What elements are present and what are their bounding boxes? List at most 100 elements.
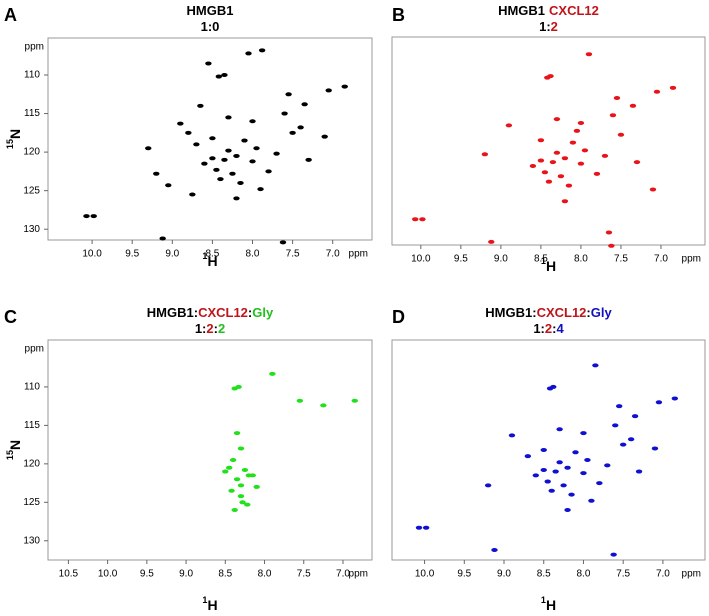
nmr-peak bbox=[612, 423, 619, 428]
x-unit: ppm bbox=[349, 249, 368, 260]
nmr-peak bbox=[548, 488, 555, 493]
x-tick-label: 7.5 bbox=[616, 569, 630, 580]
nmr-peak bbox=[561, 156, 569, 161]
nmr-peak bbox=[289, 130, 296, 135]
nmr-peak bbox=[488, 239, 495, 244]
nmr-peak bbox=[609, 113, 617, 118]
nmr-peak bbox=[228, 488, 235, 493]
nmr-peak bbox=[83, 214, 90, 219]
y-tick-label: 115 bbox=[24, 420, 40, 431]
nmr-peak bbox=[564, 465, 571, 470]
nmr-peak bbox=[608, 243, 615, 248]
x-axis-label-text: H bbox=[546, 258, 556, 274]
x-tick-label: 8.5 bbox=[537, 569, 551, 580]
nmr-peak bbox=[269, 371, 276, 376]
nmr-peak bbox=[285, 92, 292, 97]
x-axis-label: 1H bbox=[541, 595, 556, 612]
nmr-peak bbox=[561, 199, 569, 204]
x-tick-label: 9.5 bbox=[125, 249, 139, 260]
nmr-peak bbox=[540, 468, 547, 472]
nmr-peak bbox=[552, 469, 559, 474]
nmr-peak bbox=[257, 187, 264, 192]
nmr-peak bbox=[233, 431, 241, 436]
title-segment: : bbox=[532, 305, 536, 320]
nmr-peak bbox=[627, 437, 635, 442]
y-axis-label-text: N bbox=[7, 129, 23, 139]
x-axis-label: 1H bbox=[541, 256, 556, 273]
x-tick-label: 7.5 bbox=[614, 254, 628, 265]
nmr-peak bbox=[213, 167, 220, 172]
nmr-peak bbox=[537, 138, 545, 143]
nmr-peak bbox=[209, 136, 216, 141]
nmr-peak bbox=[253, 484, 260, 489]
nmr-peak bbox=[237, 483, 245, 488]
y-tick-label: 125 bbox=[23, 185, 40, 196]
nmr-peak bbox=[545, 179, 553, 184]
y-tick-label: 110 bbox=[24, 70, 40, 81]
x-tick-label: 8.5 bbox=[205, 249, 219, 260]
nmr-peak bbox=[245, 51, 252, 56]
x-tick-label: 7.0 bbox=[656, 569, 670, 580]
nmr-peak bbox=[415, 525, 423, 530]
nmr-peak bbox=[569, 140, 577, 145]
x-tick-label: 10.0 bbox=[98, 569, 118, 580]
nmr-peak bbox=[484, 483, 492, 488]
nmr-peak bbox=[529, 164, 537, 169]
title-segment: HMGB1 bbox=[187, 3, 234, 18]
nmr-peak bbox=[221, 73, 228, 78]
y-axis-label-sup: 15 bbox=[5, 139, 15, 149]
x-tick-label: 8.0 bbox=[246, 249, 260, 260]
nmr-peak bbox=[508, 433, 516, 438]
nmr-peak bbox=[231, 508, 238, 512]
nmr-peak bbox=[572, 450, 579, 455]
nmr-peak bbox=[153, 171, 160, 176]
x-tick-label: 10.0 bbox=[82, 249, 102, 260]
nmr-peak bbox=[225, 115, 232, 120]
chart-title: 1:2:4 bbox=[533, 321, 564, 336]
title-segment: 2 bbox=[551, 19, 558, 34]
y-tick-label: 130 bbox=[23, 224, 40, 235]
x-tick-label: 7.5 bbox=[286, 249, 300, 260]
nmr-peak bbox=[573, 128, 581, 133]
x-tick-label: 7.0 bbox=[326, 249, 340, 260]
nmr-peak bbox=[215, 74, 223, 79]
title-segment: HMGB1 bbox=[485, 305, 532, 320]
nmr-peak bbox=[159, 236, 166, 241]
x-axis-label: 1H bbox=[202, 251, 217, 268]
title-segment: : bbox=[248, 305, 252, 320]
title-segment: : bbox=[214, 321, 218, 336]
x-tick-label: 9.5 bbox=[454, 254, 468, 265]
x-unit: ppm bbox=[682, 569, 701, 580]
x-axis-label-text: H bbox=[546, 597, 556, 613]
nmr-peak bbox=[553, 117, 561, 122]
title-segment: HMGB1 bbox=[147, 305, 194, 320]
title-segment: 2 bbox=[218, 321, 225, 336]
panel-label: B bbox=[392, 5, 405, 25]
nmr-peak bbox=[593, 171, 601, 176]
title-segment: CXCL12 bbox=[537, 305, 587, 320]
chart-title: HMGB1 CXCL12 bbox=[498, 3, 599, 18]
nmr-peak bbox=[237, 180, 244, 185]
x-axis-label: 1H bbox=[202, 595, 217, 612]
x-tick-label: 8.5 bbox=[534, 254, 548, 265]
y-axis-label-text: N bbox=[7, 440, 23, 450]
nmr-peak bbox=[225, 148, 232, 153]
nmr-peak bbox=[541, 170, 549, 175]
nmr-peak bbox=[351, 398, 358, 403]
nmr-peak bbox=[90, 214, 97, 219]
x-unit: ppm bbox=[682, 254, 701, 265]
y-tick-label: 125 bbox=[23, 497, 40, 508]
x-axis-label-sup: 1 bbox=[541, 595, 546, 605]
nmr-peak bbox=[601, 153, 609, 158]
nmr-peak bbox=[540, 448, 547, 452]
y-axis-label: 15N bbox=[5, 129, 22, 149]
nmr-peak bbox=[279, 240, 287, 245]
nmr-peak bbox=[145, 146, 152, 151]
y-tick-label: 110 bbox=[24, 382, 40, 393]
nmr-peak bbox=[629, 103, 637, 108]
nmr-peak bbox=[532, 473, 539, 478]
x-axis-label-text: H bbox=[207, 253, 217, 269]
x-axis-label-sup: 1 bbox=[541, 256, 546, 266]
nmr-peak bbox=[233, 196, 240, 201]
